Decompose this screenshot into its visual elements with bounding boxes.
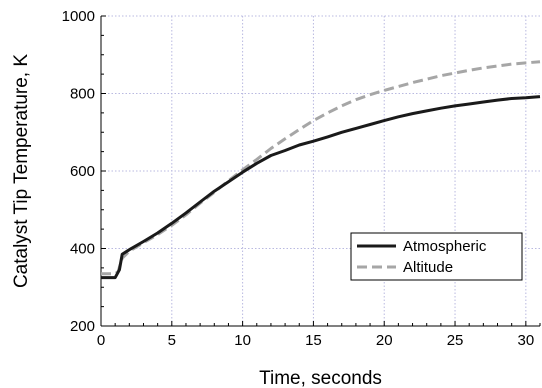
legend: Atmospheric Altitude xyxy=(350,232,523,281)
y-tick-label-800: 800 xyxy=(70,86,95,103)
x-tick-label-10: 10 xyxy=(234,332,251,349)
series-line-atmospheric xyxy=(101,95,541,280)
x-tick-label-0: 0 xyxy=(97,332,105,349)
legend-label-altitude: Altitude xyxy=(403,259,453,276)
x-tick-label-15: 15 xyxy=(305,332,322,349)
y-tick-label-1000: 1000 xyxy=(62,8,95,25)
y-axis-title: Catalyst Tip Temperature, K xyxy=(11,54,32,288)
ticks: 0 5 10 15 20 25 30 200 400 600 800 1000 xyxy=(62,8,541,349)
series xyxy=(101,60,541,280)
y-tick-label-400: 400 xyxy=(70,241,95,258)
x-tick-label-25: 25 xyxy=(447,332,464,349)
x-tick-label-30: 30 xyxy=(517,332,534,349)
x-tick-label-20: 20 xyxy=(376,332,393,349)
legend-box xyxy=(350,232,523,281)
y-tick-label-600: 600 xyxy=(70,163,95,180)
x-axis-title: Time, seconds xyxy=(259,368,382,388)
y-tick-label-200: 200 xyxy=(70,318,95,335)
legend-label-atmospheric: Atmospheric xyxy=(403,238,487,255)
x-tick-label-5: 5 xyxy=(168,332,176,349)
